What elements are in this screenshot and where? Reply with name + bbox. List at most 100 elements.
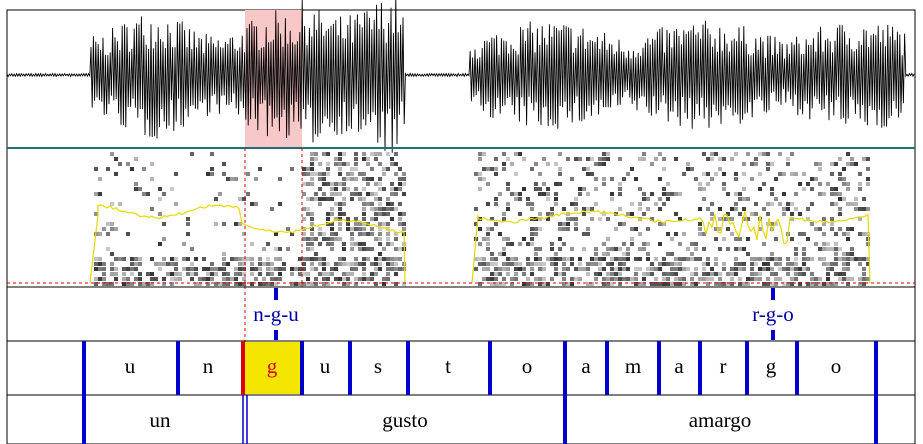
phone-label[interactable]: g (267, 354, 278, 378)
spectrogram-cell (734, 192, 738, 196)
spectrogram-cell (714, 257, 718, 261)
spectrogram-cell (338, 157, 342, 161)
spectrogram-cell (398, 222, 402, 226)
spectrogram-cell (258, 262, 262, 266)
spectrogram-cell (278, 267, 282, 271)
spectrogram-cell (758, 257, 762, 261)
spectrogram-cell (378, 197, 382, 201)
spectrogram-cell (602, 177, 606, 181)
spectrogram-cell (314, 267, 318, 271)
spectrogram-cell (566, 157, 570, 161)
spectrogram-cell (130, 167, 134, 171)
spectrogram-cell (726, 247, 730, 251)
spectrogram-cell (762, 207, 766, 211)
spectrogram-cell (170, 257, 174, 261)
spectrogram-cell (238, 267, 242, 271)
spectrogram-cell (250, 242, 254, 246)
spectrogram-cell (486, 267, 490, 271)
spectrogram-cell (306, 172, 310, 176)
spectrogram-cell (774, 177, 778, 181)
spectrogram-cell (866, 182, 870, 186)
spectrogram-cell (354, 222, 358, 226)
spectrogram-cell (482, 267, 486, 271)
spectrogram-cell (598, 272, 602, 276)
spectrogram-cell (578, 187, 582, 191)
spectrogram-cell (370, 152, 374, 156)
spectrogram-cell (666, 192, 670, 196)
spectrogram-cell (362, 202, 366, 206)
spectrogram-cell (146, 192, 150, 196)
spectrogram-cell (674, 257, 678, 261)
spectrogram-cell (530, 207, 534, 211)
spectrogram-cell (326, 217, 330, 221)
spectrogram-cell (846, 257, 850, 261)
spectrogram-cell (618, 267, 622, 271)
spectrogram-cell (578, 157, 582, 161)
spectrogram-cell (642, 157, 646, 161)
spectrogram-cell (270, 262, 274, 266)
spectrogram-cell (830, 227, 834, 231)
spectrogram-cell (486, 242, 490, 246)
spectrogram-cell (514, 257, 518, 261)
spectrogram-cell (94, 167, 98, 171)
spectrogram-cell (302, 257, 306, 261)
spectrogram-cell (494, 202, 498, 206)
spectrogram-cell (722, 157, 726, 161)
spectrogram-cell (750, 177, 754, 181)
spectrogram-cell (834, 192, 838, 196)
spectrogram-cell (610, 247, 614, 251)
spectrogram-cell (498, 267, 502, 271)
spectrogram-cell (130, 262, 134, 266)
spectrogram-cell (622, 267, 626, 271)
spectrogram-cell (378, 207, 382, 211)
spectrogram-cell (638, 232, 642, 236)
spectrogram-cell (790, 237, 794, 241)
spectrogram-cell (822, 232, 826, 236)
spectrogram-cell (834, 272, 838, 276)
spectrogram-cell (730, 267, 734, 271)
spectrogram-cell (314, 257, 318, 261)
spectrogram-cell (758, 172, 762, 176)
spectrogram-cell (122, 277, 126, 281)
spectrogram-cell (738, 237, 742, 241)
spectrogram-cell (302, 192, 306, 196)
spectrogram-cell (750, 272, 754, 276)
spectrogram-cell (362, 267, 366, 271)
spectrogram-cell (766, 167, 770, 171)
spectrogram-cell (390, 267, 394, 271)
spectrogram-cell (758, 277, 762, 281)
spectrogram-cell (814, 227, 818, 231)
spectrogram-cell (402, 182, 406, 186)
spectrogram-cell (806, 267, 810, 271)
spectrogram-cell (518, 197, 522, 201)
spectrogram-cell (770, 187, 774, 191)
spectrogram-cell (842, 182, 846, 186)
spectrogram-cell (390, 217, 394, 221)
spectrogram-cell (830, 192, 834, 196)
spectrogram-cell (838, 157, 842, 161)
spectrogram-cell (602, 267, 606, 271)
spectrogram-cell (554, 192, 558, 196)
spectrogram-cell (846, 182, 850, 186)
spectrogram-cell (218, 192, 222, 196)
spectrogram-cell (366, 182, 370, 186)
spectrogram-cell (190, 262, 194, 266)
spectrogram-cell (558, 167, 562, 171)
spectrogram-cell (338, 202, 342, 206)
spectrogram-cell (534, 162, 538, 166)
spectrogram-cell (850, 257, 854, 261)
spectrogram-cell (774, 272, 778, 276)
spectrogram-cell (766, 202, 770, 206)
spectrogram-cell (518, 212, 522, 216)
spectrogram-cell (574, 277, 578, 281)
spectrogram-cell (594, 277, 598, 281)
spectrogram-cell (518, 267, 522, 271)
spectrogram-cell (350, 262, 354, 266)
spectrogram-cell (662, 277, 666, 281)
spectrogram-cell (850, 227, 854, 231)
spectrogram-cell (158, 242, 162, 246)
spectrogram-cell (574, 217, 578, 221)
spectrogram-cell (818, 257, 822, 261)
spectrogram-cell (578, 192, 582, 196)
spectrogram-cell (138, 272, 142, 276)
